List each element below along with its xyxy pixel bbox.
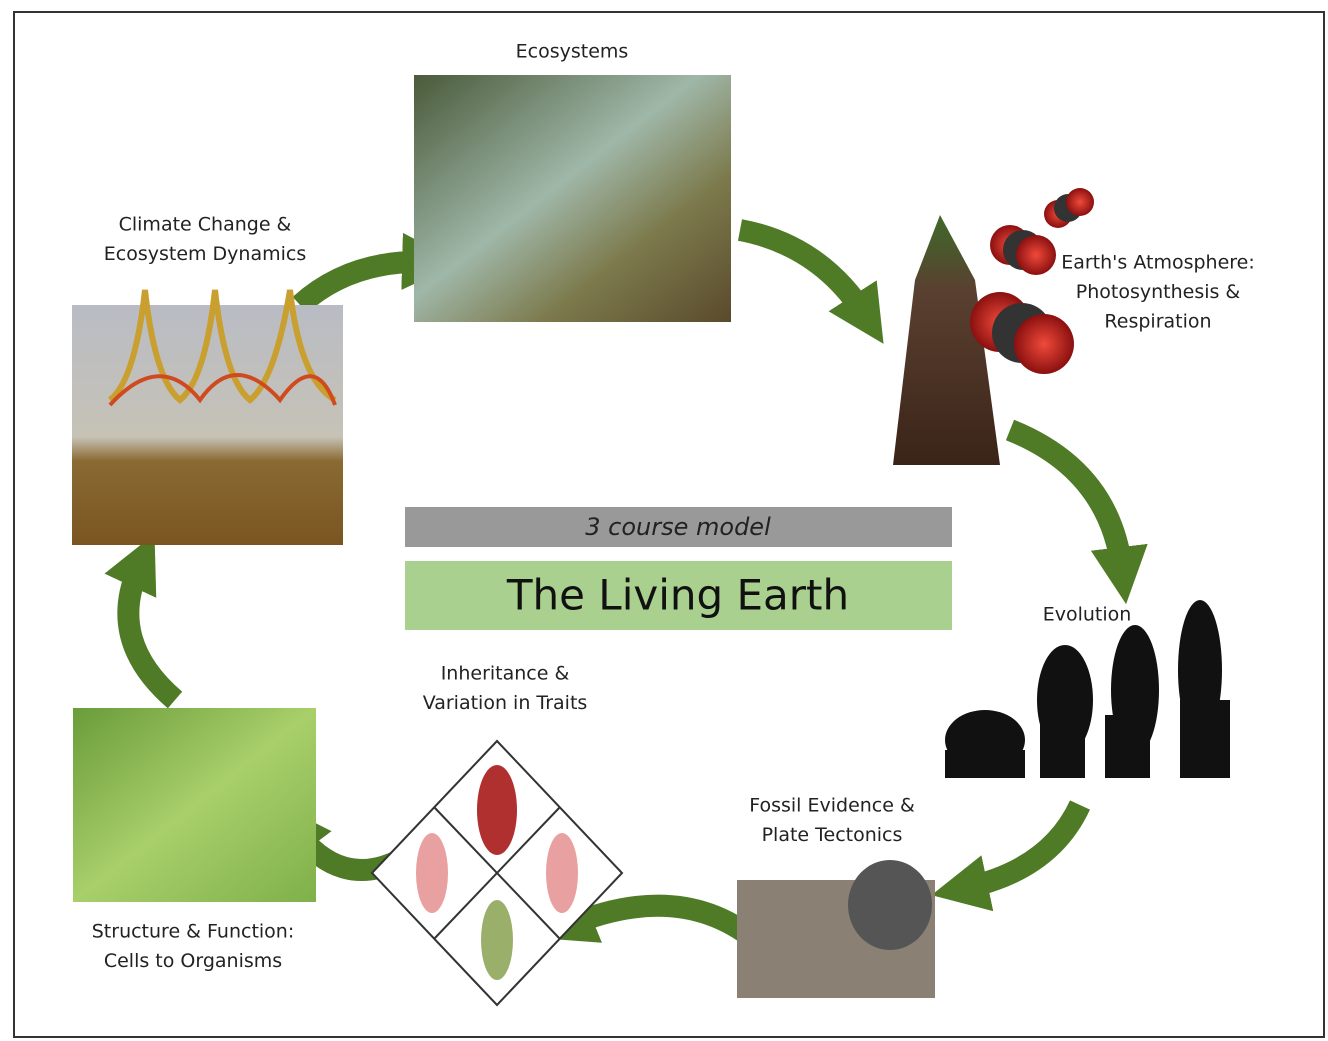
node-label: Ecosystems xyxy=(516,41,629,63)
title: The Living Earth xyxy=(506,571,849,620)
node-label: Photosynthesis & xyxy=(1076,281,1241,303)
node-label: Respiration xyxy=(1104,311,1211,333)
subtitle: 3 course model xyxy=(585,513,771,541)
node-label: Structure & Function: xyxy=(92,921,295,943)
node-label: Earth's Atmosphere: xyxy=(1061,252,1255,274)
node-label: Variation in Traits xyxy=(423,692,588,714)
diagram: 3 course model The Living Earth Ecosyste… xyxy=(0,0,1328,1041)
node-label: Fossil Evidence & xyxy=(749,795,915,817)
node-label: Inheritance & xyxy=(441,663,570,685)
trait-diamond xyxy=(372,741,622,1005)
node-label: Ecosystem Dynamics xyxy=(104,243,307,265)
cells-image xyxy=(73,708,316,902)
node-label: Climate Change & xyxy=(119,214,292,236)
ecosystems-image xyxy=(414,75,731,322)
evolution-silhouettes xyxy=(945,600,1230,778)
node-label: Evolution xyxy=(1043,604,1132,626)
node-label: Plate Tectonics xyxy=(762,824,903,846)
trilobite xyxy=(848,860,932,950)
node-label: Cells to Organisms xyxy=(104,950,282,972)
